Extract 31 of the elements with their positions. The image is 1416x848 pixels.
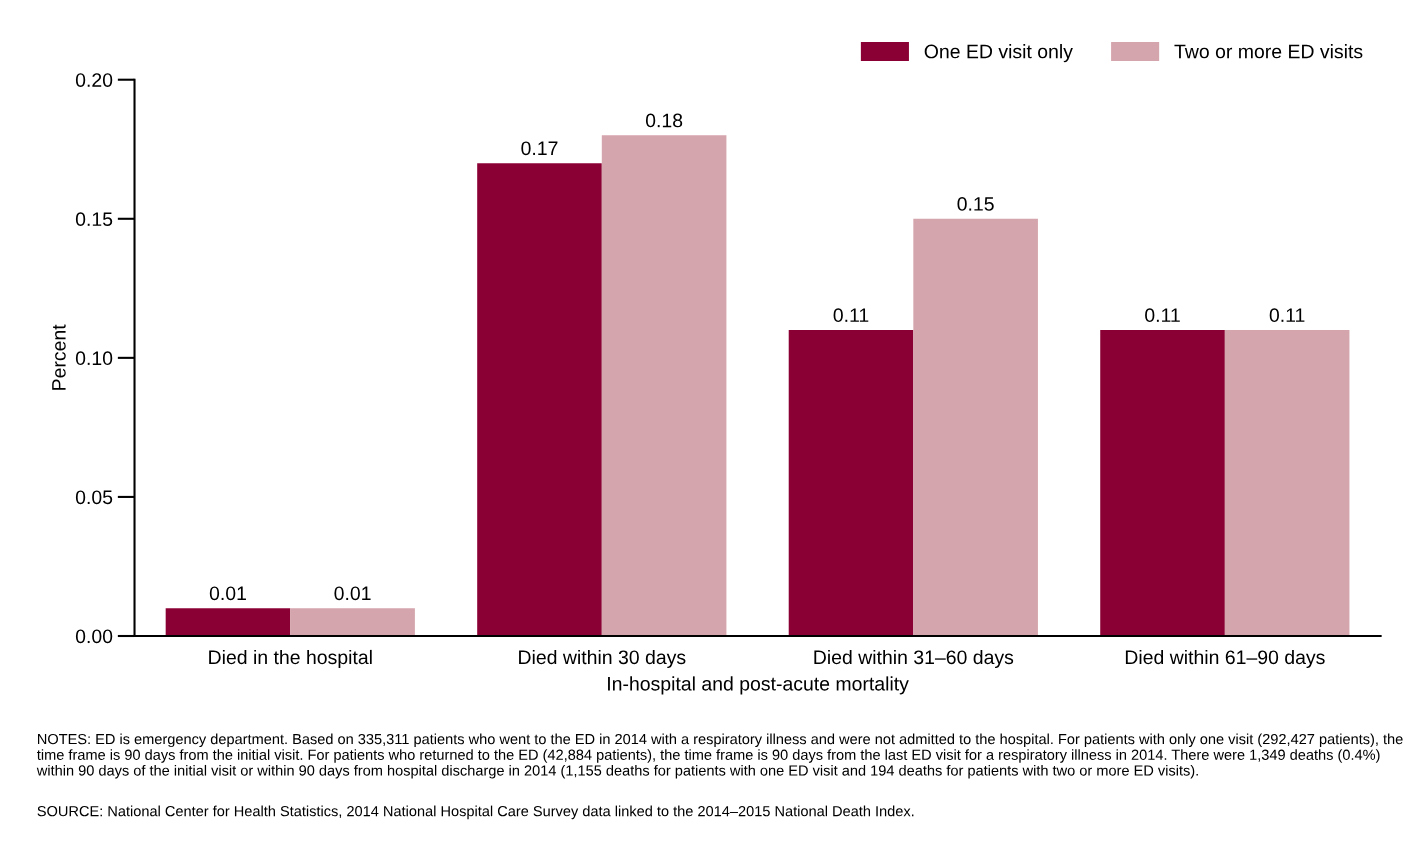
data-label: 0.11 — [833, 308, 869, 323]
text: NOTES: ED is emergency department. Based on 335,311 patients who went to the ED in 2014 with a respiratory illness and were not admitted to the hospital. For patients with only one visit (292,427 patients), the time frame is 90 days from the initial visit. For patients who returned to the ED (42,884 patients), the time frame is 90 days from the last ED visit for a respiratory illness in 2014. There were 1,349 deaths (0.4%) within 90 days of the initial visit or within 90 days from hospital discharge in 2014 (1,155 deaths for patients with one ED visit and 194 deaths for patients with two or more ED visits). — [36, 733, 1403, 779]
data-label: 0.11 — [1145, 308, 1180, 323]
y-tick-label: 0.00 — [75, 629, 113, 644]
data-label: 0.01 — [334, 586, 371, 601]
y-axis-title: Percent — [52, 324, 66, 390]
x-axis-title: In-hospital and post-acute mortality — [608, 676, 909, 695]
bar — [1100, 330, 1225, 636]
bar — [1224, 330, 1350, 636]
data-label: 0.01 — [209, 586, 246, 601]
data-label: 0.11 — [1269, 308, 1305, 323]
bar — [913, 218, 1038, 636]
bar — [477, 163, 602, 636]
source-note: SOURCE: National Center for Health Statistics, 2014 National Hospital Care Survey data linked to the 2014–2015 National Death Index. — [37, 805, 914, 820]
legend-label: Two or more ED visits — [1174, 44, 1363, 59]
bar — [601, 135, 727, 636]
bar — [165, 608, 291, 636]
y-tick-label: 0.20 — [75, 73, 113, 87]
legend-label: One ED visit only — [924, 44, 1073, 63]
data-label: 0.18 — [645, 113, 683, 128]
data-label: 0.15 — [957, 197, 994, 211]
x-tick-label: Died in the hospital — [209, 649, 372, 669]
data-label: 0.17 — [521, 141, 558, 156]
x-tick-label: Died within 31–60 days — [814, 649, 1014, 669]
bar — [788, 330, 914, 636]
y-tick-label: 0.05 — [75, 490, 113, 505]
x-tick-label: Died within 30 days — [519, 649, 686, 669]
y-tick-label: 0.15 — [75, 212, 113, 227]
x-tick-label: Died within 61–90 days — [1125, 649, 1325, 669]
y-tick-label: 0.10 — [75, 351, 113, 366]
bar — [290, 608, 415, 636]
